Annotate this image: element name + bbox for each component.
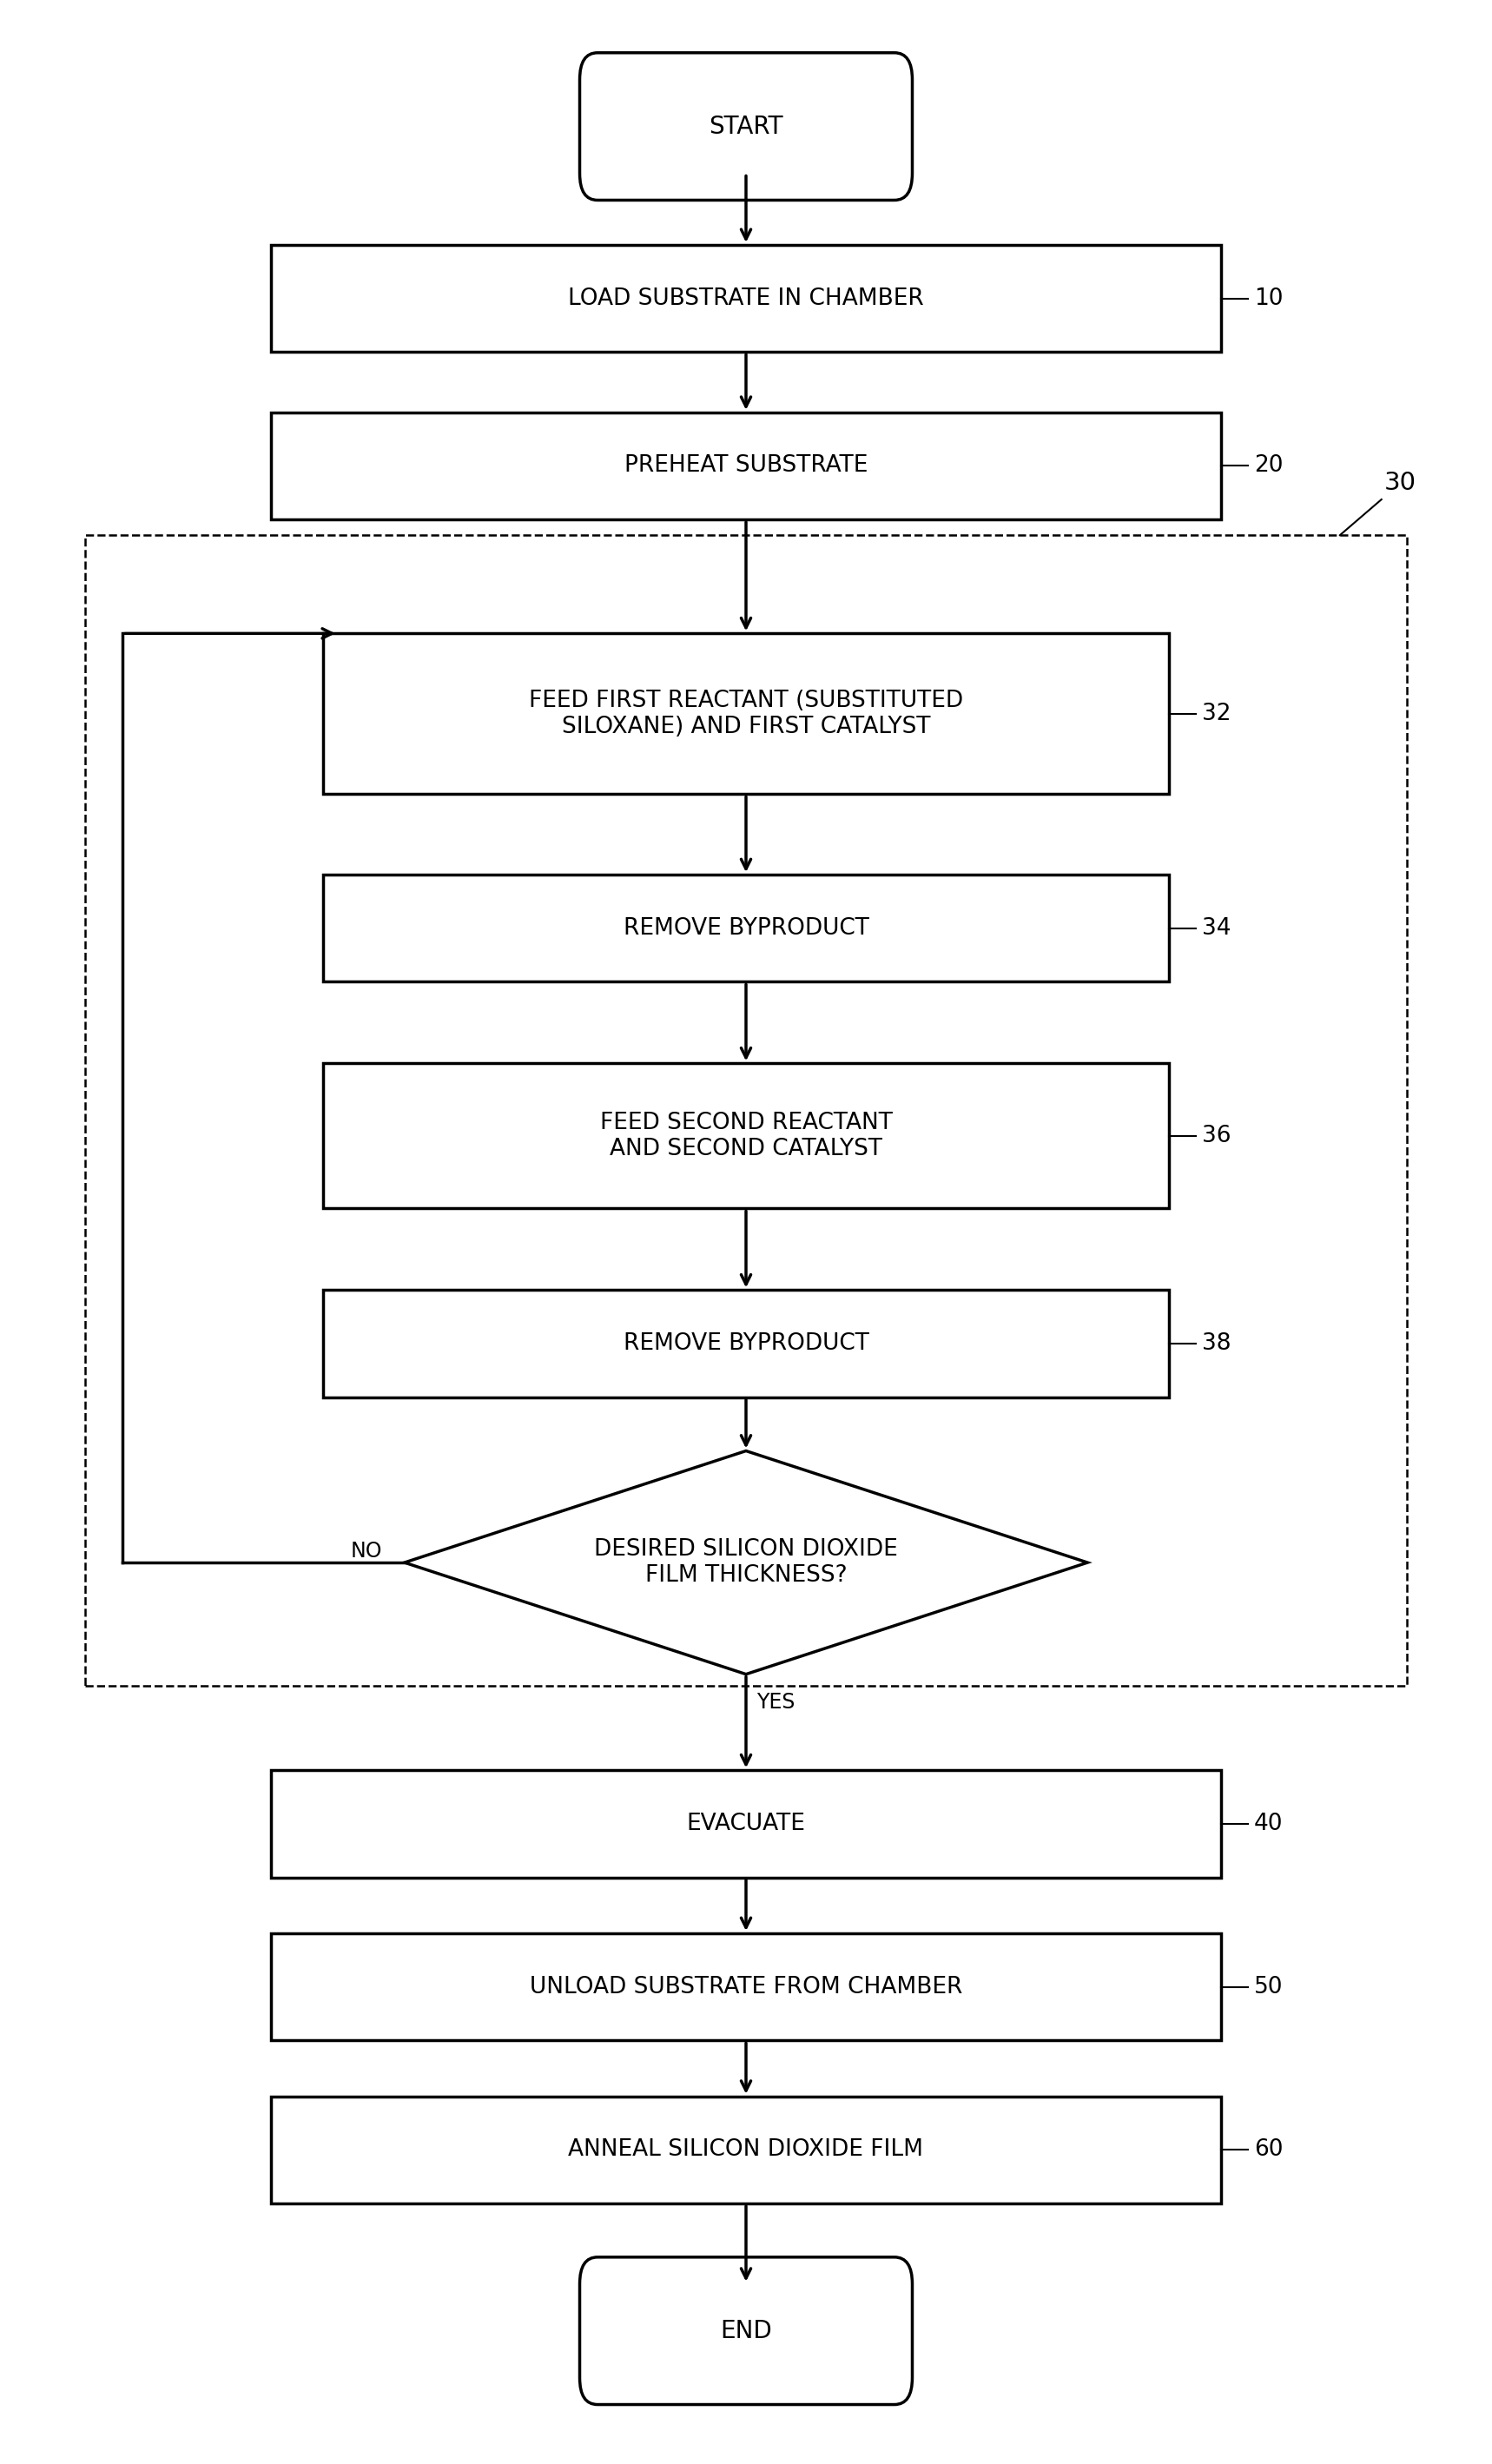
Bar <box>322 875 1170 981</box>
Text: 20: 20 <box>1253 456 1283 478</box>
FancyBboxPatch shape <box>580 2257 912 2405</box>
Text: FEED SECOND REACTANT
AND SECOND CATALYST: FEED SECOND REACTANT AND SECOND CATALYST <box>600 1111 892 1161</box>
Text: 32: 32 <box>1203 702 1231 724</box>
Text: UNLOAD SUBSTRATE FROM CHAMBER: UNLOAD SUBSTRATE FROM CHAMBER <box>530 1976 962 1998</box>
Bar <box>85 535 1407 1685</box>
Text: ANNEAL SILICON DIOXIDE FILM: ANNEAL SILICON DIOXIDE FILM <box>568 2139 924 2161</box>
Text: REMOVE BYPRODUCT: REMOVE BYPRODUCT <box>624 1333 868 1355</box>
Bar <box>322 633 1170 793</box>
Text: 40: 40 <box>1253 1814 1283 1836</box>
FancyBboxPatch shape <box>580 52 912 200</box>
Text: START: START <box>709 113 783 138</box>
Text: 60: 60 <box>1253 2139 1283 2161</box>
Text: 38: 38 <box>1203 1333 1231 1355</box>
Bar <box>322 1064 1170 1207</box>
Polygon shape <box>404 1451 1088 1673</box>
Text: EVACUATE: EVACUATE <box>686 1814 806 1836</box>
Text: 30: 30 <box>1385 471 1416 495</box>
Text: FEED FIRST REACTANT (SUBSTITUTED
SILOXANE) AND FIRST CATALYST: FEED FIRST REACTANT (SUBSTITUTED SILOXAN… <box>528 690 964 739</box>
Text: NO: NO <box>351 1540 382 1562</box>
Text: PREHEAT SUBSTRATE: PREHEAT SUBSTRATE <box>624 456 868 478</box>
Text: END: END <box>721 2319 771 2343</box>
Bar <box>272 1769 1220 1878</box>
Bar <box>272 2097 1220 2203</box>
Bar <box>272 1934 1220 2040</box>
Bar <box>322 1291 1170 1397</box>
Text: LOAD SUBSTRATE IN CHAMBER: LOAD SUBSTRATE IN CHAMBER <box>568 288 924 310</box>
Bar <box>272 411 1220 520</box>
Text: YES: YES <box>756 1693 795 1712</box>
Text: 34: 34 <box>1203 917 1231 939</box>
Bar <box>272 244 1220 352</box>
Text: 36: 36 <box>1203 1124 1231 1148</box>
Text: REMOVE BYPRODUCT: REMOVE BYPRODUCT <box>624 917 868 939</box>
Text: DESIRED SILICON DIOXIDE
FILM THICKNESS?: DESIRED SILICON DIOXIDE FILM THICKNESS? <box>594 1538 898 1587</box>
Text: 50: 50 <box>1253 1976 1283 1998</box>
Text: 10: 10 <box>1253 288 1283 310</box>
